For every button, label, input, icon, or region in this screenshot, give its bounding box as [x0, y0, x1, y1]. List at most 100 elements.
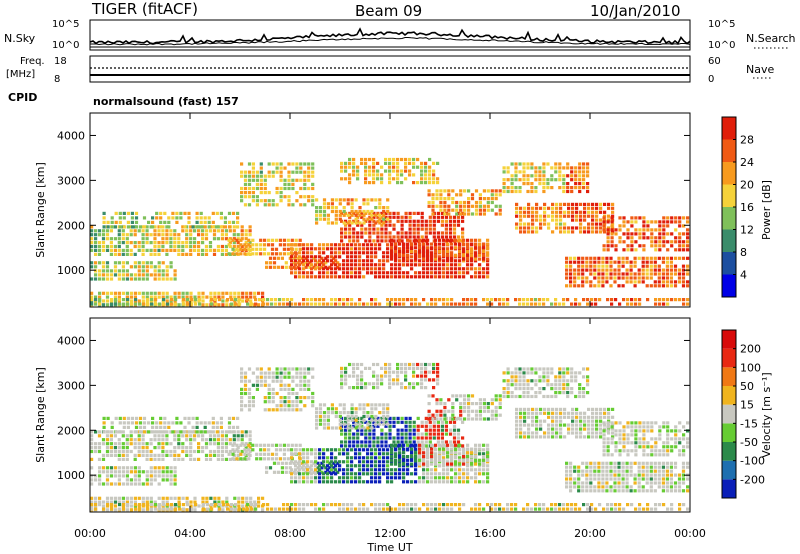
scatter-cell: [344, 161, 348, 165]
scatter-cell: [434, 458, 438, 462]
scatter-cell: [396, 416, 400, 420]
scatter-cell: [633, 473, 637, 477]
scatter-cell: [352, 440, 356, 444]
scatter-cell: [394, 263, 398, 267]
scatter-cell: [204, 438, 209, 442]
scatter-cell: [527, 230, 531, 234]
scatter-cell: [204, 457, 209, 461]
scatter-cell: [358, 213, 362, 217]
scatter-cell: [220, 244, 224, 249]
scatter-cell: [340, 382, 344, 386]
scatter-cell: [396, 432, 400, 436]
scatter-cell: [442, 458, 446, 462]
scatter-cell: [535, 218, 539, 222]
scatter-cell: [267, 170, 271, 174]
scatter-cell: [109, 442, 113, 446]
scatter-cell: [653, 481, 657, 485]
scatter-cell: [410, 464, 414, 468]
scatter-cell: [322, 476, 326, 480]
scatter-cell: [431, 204, 435, 208]
scatter-cell: [155, 216, 159, 220]
scatter-cell: [649, 260, 653, 264]
scatter-cell: [149, 466, 153, 470]
scatter-cell: [412, 223, 416, 227]
scatter-cell: [461, 211, 465, 215]
scatter-cell: [113, 504, 118, 508]
scatter-cell: [384, 223, 388, 227]
scatter-cell: [356, 165, 360, 169]
scatter-cell: [125, 252, 129, 256]
scatter-cell: [601, 260, 605, 264]
scatter-cell: [177, 438, 181, 442]
scatter-cell: [134, 220, 139, 224]
scatter-cell: [201, 496, 205, 500]
scatter-cell: [318, 302, 322, 306]
scatter-cell: [638, 228, 642, 232]
scatter-cell: [402, 462, 406, 466]
scatter-cell: [175, 421, 179, 425]
scatter-cell: [157, 261, 161, 265]
scatter-cell: [346, 464, 350, 468]
scatter-cell: [434, 476, 438, 480]
scatter-cell: [303, 383, 307, 387]
scatter-cell: [593, 260, 597, 264]
scatter-cell: [326, 202, 330, 206]
scatter-cell: [191, 430, 195, 434]
scatter-cell: [366, 480, 370, 484]
scatter-cell: [384, 436, 388, 440]
scatter-cell: [207, 216, 211, 220]
scatter-cell: [551, 411, 555, 415]
scatter-cell: [390, 451, 394, 455]
scatter-cell: [452, 416, 457, 420]
scatter-cell: [372, 157, 376, 162]
scatter-cell: [157, 225, 161, 229]
scatter-cell: [125, 244, 129, 249]
scatter-cell: [478, 417, 482, 421]
scatter-cell: [239, 452, 243, 456]
scatter-cell: [366, 209, 370, 214]
scatter-cell: [442, 302, 446, 306]
scatter-cell: [109, 496, 114, 500]
scatter-cell: [431, 197, 435, 201]
scatter-cell: [547, 206, 551, 210]
scatter-cell: [431, 394, 435, 398]
scatter-cell: [458, 458, 462, 462]
scatter-cell: [431, 417, 435, 421]
scatter-cell: [378, 217, 382, 221]
scatter-cell: [216, 438, 220, 442]
scatter-cell: [303, 182, 307, 186]
scatter-cell: [534, 186, 538, 190]
scatter-cell: [110, 421, 114, 425]
scatter-cell: [573, 268, 577, 272]
scatter-cell: [248, 229, 252, 233]
scatter-cell: [388, 382, 392, 386]
scatter-cell: [161, 446, 165, 450]
scatter-cell: [98, 302, 102, 306]
scatter-cell: [452, 432, 457, 436]
scatter-cell: [434, 267, 438, 271]
scatter-cell: [386, 452, 390, 456]
scatter-cell: [486, 458, 490, 462]
scatter-cell: [420, 432, 424, 436]
scatter-cell: [649, 272, 653, 276]
scatter-cell: [455, 417, 459, 421]
scatter-cell: [406, 468, 410, 472]
scatter-cell: [657, 469, 661, 473]
scatter-cell: [613, 489, 617, 493]
scatter-cell: [290, 472, 294, 476]
scatter-cell: [356, 374, 360, 378]
scatter-cell: [236, 449, 240, 454]
scatter-cell: [649, 473, 653, 477]
scatter-cell: [597, 276, 601, 280]
scatter-cell: [570, 186, 574, 190]
scatter-cell: [432, 223, 436, 227]
scatter-cell: [332, 466, 336, 470]
scatter-cell: [368, 420, 372, 424]
scatter-cell: [110, 216, 114, 220]
scatter-cell: [217, 496, 221, 500]
scatter-cell: [169, 229, 173, 233]
scatter-cell: [422, 250, 426, 254]
scatter-cell: [287, 182, 291, 186]
scatter-cell: [235, 448, 239, 452]
scatter-cell: [247, 186, 252, 191]
